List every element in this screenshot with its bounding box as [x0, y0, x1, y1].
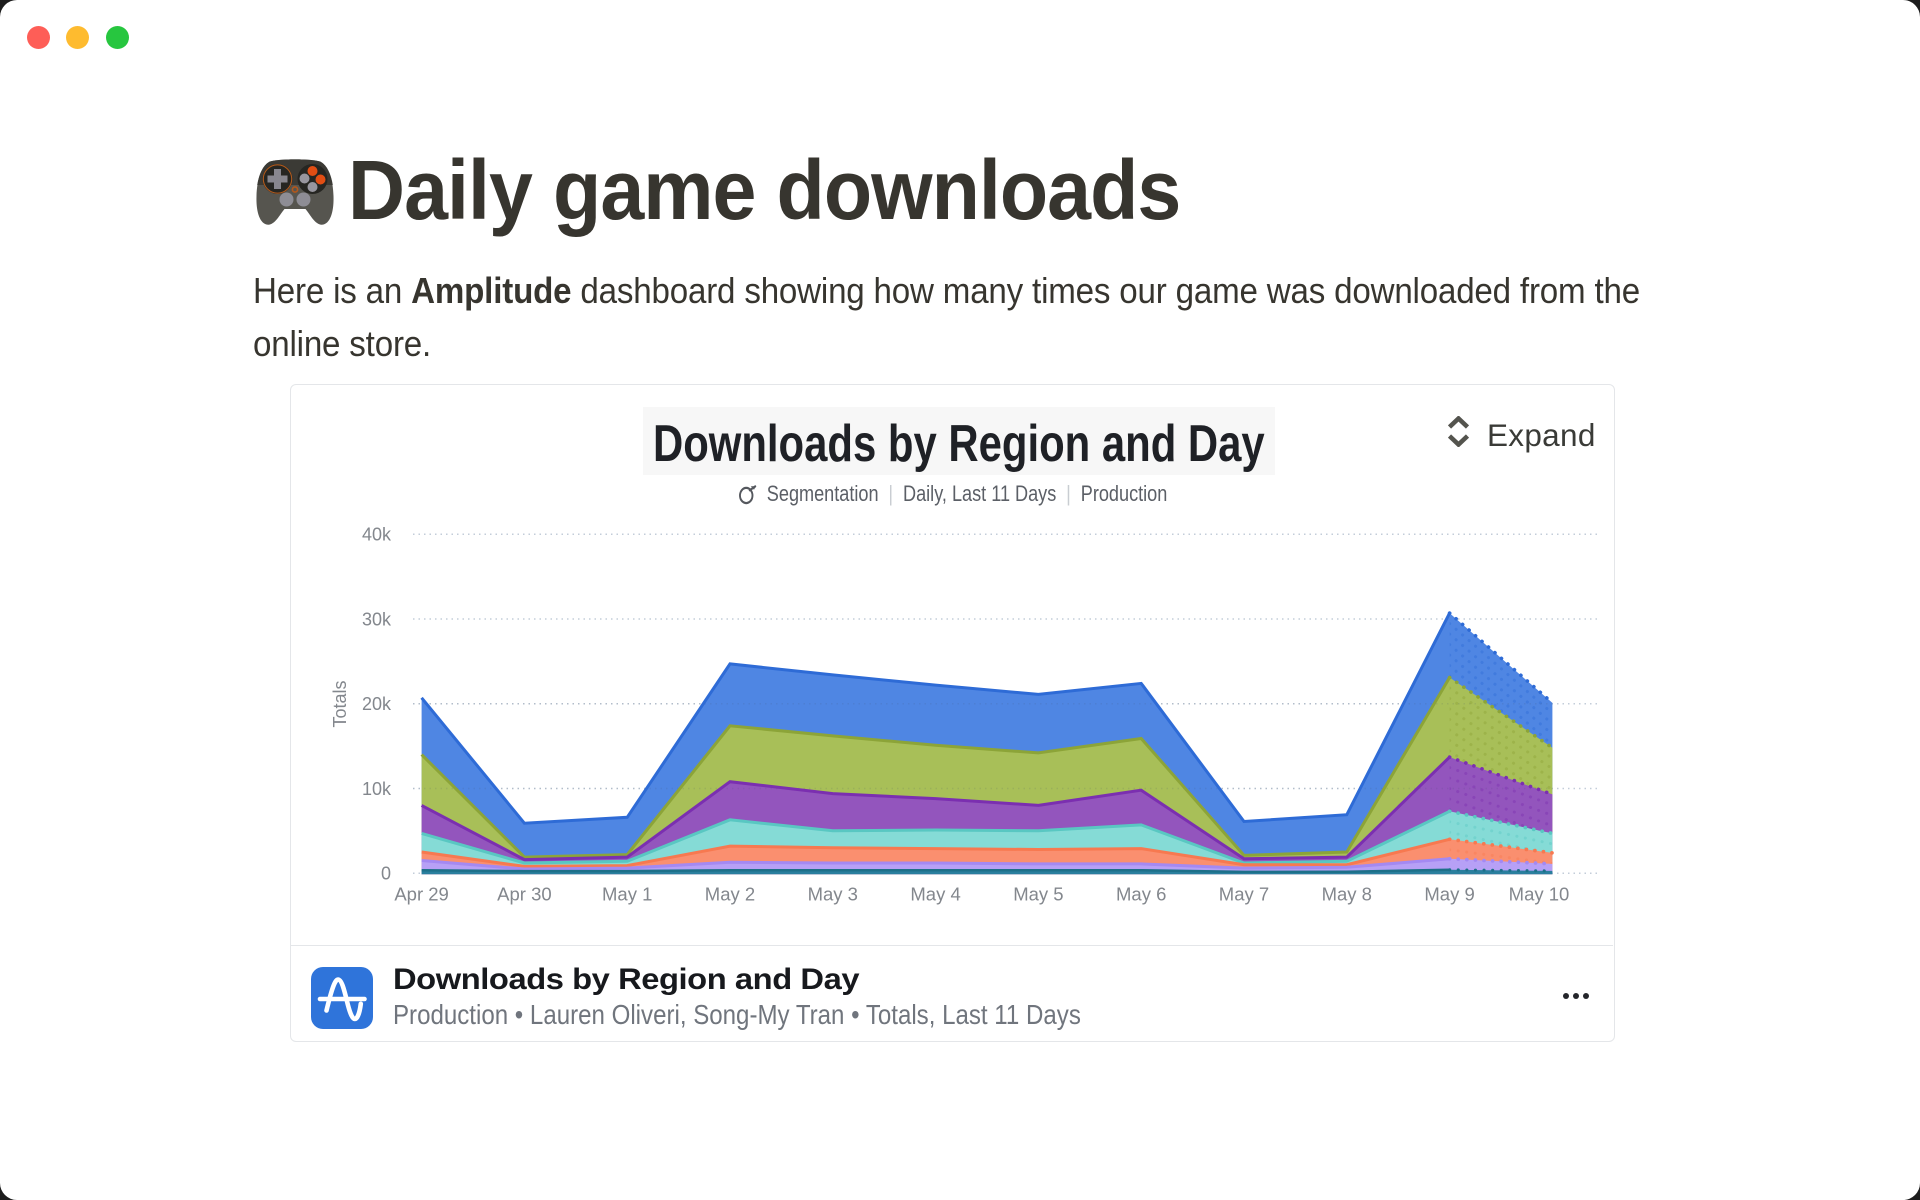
svg-text:May 2: May 2	[705, 884, 755, 905]
svg-text:Apr 30: Apr 30	[497, 884, 552, 905]
svg-text:May 10: May 10	[1509, 884, 1570, 905]
svg-text:May 3: May 3	[808, 884, 858, 905]
svg-text:May 5: May 5	[1013, 884, 1063, 905]
svg-text:May 4: May 4	[910, 884, 960, 905]
svg-text:May 7: May 7	[1219, 884, 1269, 905]
svg-text:May 6: May 6	[1116, 884, 1166, 905]
svg-text:10k: 10k	[362, 779, 392, 799]
svg-text:May 9: May 9	[1424, 884, 1474, 905]
svg-text:40k: 40k	[362, 525, 392, 545]
svg-text:0: 0	[381, 864, 391, 884]
svg-text:May 8: May 8	[1322, 884, 1372, 905]
svg-text:20k: 20k	[362, 694, 392, 714]
svg-text:30k: 30k	[362, 610, 392, 630]
svg-text:Apr 29: Apr 29	[394, 884, 449, 905]
svg-text:May 1: May 1	[602, 884, 652, 905]
svg-text:Totals: Totals	[330, 680, 350, 727]
